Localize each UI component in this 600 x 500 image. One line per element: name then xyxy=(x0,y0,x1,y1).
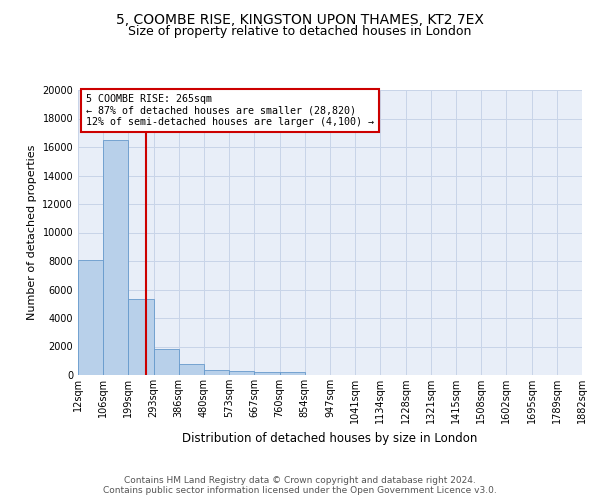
Bar xyxy=(78,260,103,375)
Bar xyxy=(254,372,280,375)
Text: Size of property relative to detached houses in London: Size of property relative to detached ho… xyxy=(128,25,472,38)
Text: 5 COOMBE RISE: 265sqm
← 87% of detached houses are smaller (28,820)
12% of semi-: 5 COOMBE RISE: 265sqm ← 87% of detached … xyxy=(86,94,374,128)
Bar xyxy=(103,140,128,375)
Text: Contains HM Land Registry data © Crown copyright and database right 2024.
Contai: Contains HM Land Registry data © Crown c… xyxy=(103,476,497,495)
Bar xyxy=(204,370,229,375)
Bar xyxy=(280,372,305,375)
Bar xyxy=(179,364,204,375)
Bar xyxy=(154,348,179,375)
X-axis label: Distribution of detached houses by size in London: Distribution of detached houses by size … xyxy=(182,432,478,444)
Bar xyxy=(128,299,154,375)
Bar xyxy=(229,371,254,375)
Y-axis label: Number of detached properties: Number of detached properties xyxy=(27,145,37,320)
Text: 5, COOMBE RISE, KINGSTON UPON THAMES, KT2 7EX: 5, COOMBE RISE, KINGSTON UPON THAMES, KT… xyxy=(116,12,484,26)
